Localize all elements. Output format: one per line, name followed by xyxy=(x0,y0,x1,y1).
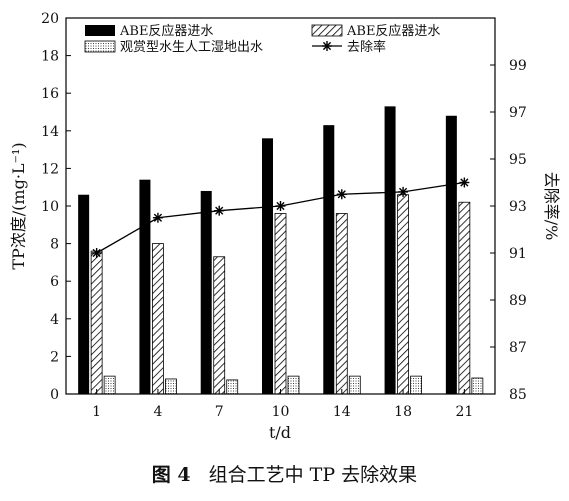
bar-solid-7 xyxy=(200,190,212,394)
left-tick-label-10: 10 xyxy=(41,199,59,215)
removal-rate-point-18 xyxy=(398,186,409,197)
bar-dots-14 xyxy=(348,375,361,395)
bar-hatch-10 xyxy=(274,213,287,395)
legend-label-wetland-effluent: 观赏型水生人工湿地出水 xyxy=(120,40,263,55)
x-axis-label: t/d xyxy=(269,423,291,442)
x-tick-label-21: 21 xyxy=(455,404,473,420)
x-tick-label-10: 10 xyxy=(272,404,290,420)
left-tick-label-14: 14 xyxy=(41,124,59,140)
bar-solid-14 xyxy=(323,125,335,394)
x-tick-label-18: 18 xyxy=(394,404,412,420)
left-tick-label-18: 18 xyxy=(41,49,59,65)
right-tick-label-93: 93 xyxy=(509,199,527,215)
right-tick-label-87: 87 xyxy=(509,340,527,356)
left-tick-label-12: 12 xyxy=(41,161,59,177)
legend: ABE反应器进水 ABE反应器进水 观赏型水生人工湿地出水 去除率 xyxy=(84,23,440,55)
legend-swatch-influent-solid xyxy=(85,25,115,36)
bar-hatch-4 xyxy=(152,243,164,395)
right-tick-label-89: 89 xyxy=(509,293,527,309)
right-axis: 85 87 89 91 93 95 97 99 xyxy=(490,58,527,403)
legend-swatch-influent-hatch xyxy=(311,24,343,37)
right-tick-label-85: 85 xyxy=(509,387,527,403)
figure-caption-text: 组合工艺中 TP 去除效果 xyxy=(208,464,418,486)
x-tick-label-1: 1 xyxy=(92,404,101,420)
bar-dots-1 xyxy=(103,375,116,395)
legend-label-influent-hatch: ABE反应器进水 xyxy=(346,23,440,39)
removal-rate-point-21 xyxy=(459,177,470,188)
right-tick-label-91: 91 xyxy=(509,246,527,262)
legend-label-influent-solid: ABE反应器进水 xyxy=(119,23,213,39)
legend-label-removal: 去除率 xyxy=(347,39,386,55)
bar-solid-18 xyxy=(384,106,396,395)
x-tick-label-14: 14 xyxy=(333,404,351,420)
removal-rate-point-7 xyxy=(214,205,225,216)
removal-rate-point-1 xyxy=(91,248,102,258)
bars-layer xyxy=(78,106,484,395)
bar-hatch-14 xyxy=(335,213,348,395)
bar-hatch-7 xyxy=(213,256,226,395)
legend-swatch-wetland-effluent xyxy=(84,40,116,53)
y-axis-label-left: TP浓度/(mg·L⁻¹) xyxy=(9,142,28,269)
bar-solid-21 xyxy=(445,115,457,394)
x-tick-label-4: 4 xyxy=(153,404,162,420)
bar-dots-10 xyxy=(287,375,300,395)
bar-dots-7 xyxy=(226,379,239,395)
removal-rate-point-4 xyxy=(152,212,163,223)
figure-caption: 图 4 组合工艺中 TP 去除效果 xyxy=(0,460,569,487)
bar-hatch-18 xyxy=(397,194,409,395)
removal-rate-point-10 xyxy=(275,201,286,211)
y-axis-label-right: 去除率/% xyxy=(542,172,561,241)
bar-dots-21 xyxy=(471,377,484,395)
bar-hatch-1 xyxy=(90,250,103,395)
bar-dots-18 xyxy=(410,375,422,395)
removal-line-layer xyxy=(91,177,470,258)
left-tick-label-4: 4 xyxy=(50,312,59,328)
removal-rate-point-14 xyxy=(336,189,347,200)
bar-solid-10 xyxy=(262,138,273,394)
x-axis: 1 4 7 10 14 18 21 xyxy=(92,389,473,420)
legend-swatch-removal-marker xyxy=(322,41,332,51)
x-tick-label-7: 7 xyxy=(215,404,224,420)
bar-dots-4 xyxy=(165,378,177,395)
left-tick-label-20: 20 xyxy=(41,11,59,27)
bar-hatch-21 xyxy=(458,201,471,395)
left-axis: 0 2 4 6 8 10 12 14 16 18 20 xyxy=(41,11,71,403)
figure-label: 图 4 xyxy=(151,464,191,486)
left-tick-label-0: 0 xyxy=(50,387,59,403)
right-tick-label-95: 95 xyxy=(509,152,527,168)
bar-solid-1 xyxy=(78,194,90,394)
bar-solid-4 xyxy=(139,179,151,394)
left-tick-label-2: 2 xyxy=(50,349,59,365)
right-tick-label-99: 99 xyxy=(509,58,527,74)
left-tick-label-8: 8 xyxy=(50,237,59,253)
left-tick-label-6: 6 xyxy=(50,274,59,290)
right-tick-label-97: 97 xyxy=(509,105,527,121)
left-tick-label-16: 16 xyxy=(41,86,59,102)
